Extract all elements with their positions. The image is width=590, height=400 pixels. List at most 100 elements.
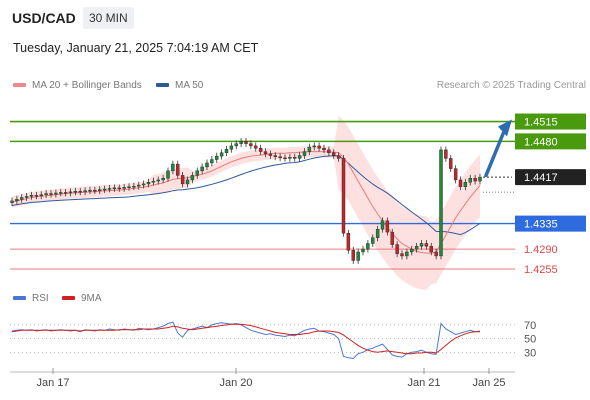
- candle-body: [439, 149, 443, 257]
- candle-body: [117, 187, 121, 190]
- candle-body: [200, 166, 204, 172]
- candle-body: [54, 192, 58, 195]
- legend-ma20-label: MA 20 + Bollinger Bands: [32, 80, 142, 91]
- rsi-swatch: [13, 296, 26, 301]
- candle-body: [307, 146, 312, 152]
- candle-body: [327, 149, 331, 153]
- x-tick-label-Jan 25: Jan 25: [472, 377, 505, 389]
- candle-body: [39, 194, 43, 197]
- candle-body: [151, 180, 156, 183]
- candle-body: [458, 179, 463, 187]
- candle-body: [59, 192, 63, 194]
- candle-body: [312, 145, 316, 148]
- candle-body: [254, 145, 258, 149]
- candle-body: [463, 182, 468, 187]
- candle-body: [297, 155, 302, 159]
- candle-body: [180, 175, 185, 185]
- legend-ma20: MA 20 + Bollinger Bands: [13, 80, 142, 91]
- candle-body: [317, 145, 321, 149]
- ma20-swatch: [13, 83, 26, 88]
- x-tick-label-Jan 20: Jan 20: [219, 377, 252, 389]
- candle-body: [44, 193, 48, 195]
- legend-rsi-label: RSI: [32, 293, 49, 304]
- candle-body: [302, 151, 307, 156]
- timestamp: Tuesday, January 21, 2025 7:04:19 AM CET: [13, 41, 259, 55]
- candle-body: [10, 200, 14, 203]
- candle-body: [49, 193, 53, 195]
- level-tag-1.4480: [515, 133, 586, 150]
- candle-body: [288, 157, 292, 159]
- candle-body: [351, 250, 355, 261]
- candle-body: [78, 191, 82, 193]
- rsi-tick-70: 70: [524, 320, 536, 332]
- level-label-1.4255: 1.4255: [524, 264, 558, 276]
- current-price-label: 1.4417: [524, 172, 558, 184]
- candle-body: [137, 184, 141, 187]
- candle-body: [83, 190, 87, 193]
- candle-body: [449, 158, 453, 169]
- candle-body: [176, 163, 180, 176]
- rsi-tick-30: 30: [524, 347, 536, 359]
- candle-body: [190, 175, 195, 181]
- candle-body: [322, 147, 326, 151]
- legend-9ma: 9MA: [62, 293, 102, 304]
- candle-body: [195, 170, 199, 176]
- candle-body: [390, 231, 394, 245]
- copyright-notice: Research © 2025 Trading Central: [436, 80, 586, 91]
- candle-body: [239, 141, 243, 144]
- candle-body: [478, 176, 482, 182]
- candle-body: [98, 189, 102, 191]
- timeframe-badge[interactable]: 30 MIN: [83, 7, 134, 29]
- candle-body: [107, 188, 112, 190]
- candle-body: [283, 157, 287, 160]
- level-label-1.4480: 1.4480: [524, 136, 558, 148]
- candle-body: [346, 233, 351, 251]
- candle-body: [444, 149, 448, 159]
- candle-body: [15, 199, 19, 202]
- candle-body: [156, 179, 160, 182]
- candle-body: [68, 191, 73, 194]
- rsi-tick-50: 50: [524, 334, 536, 346]
- candle-body: [185, 179, 190, 185]
- candle-body: [219, 152, 224, 157]
- candle-body: [395, 244, 399, 254]
- nine-ma-line: [11, 323, 480, 355]
- candle-body: [473, 178, 477, 182]
- legend-9ma-label: 9MA: [81, 293, 102, 304]
- candle-body: [375, 229, 380, 238]
- candle-body: [410, 248, 414, 253]
- candle-body: [141, 183, 146, 186]
- legend-rsi: RSI: [13, 293, 49, 304]
- candle-body: [171, 163, 175, 172]
- candle-body: [88, 189, 92, 192]
- ma50-swatch: [156, 83, 169, 88]
- candle-body: [263, 151, 268, 155]
- forecast-arrow-shaft: [484, 129, 506, 178]
- legend-ma50-label: MA 50: [175, 80, 204, 91]
- candle-body: [205, 162, 209, 168]
- candle-body: [385, 220, 390, 233]
- candle-body: [93, 189, 97, 192]
- candle-body: [429, 246, 433, 253]
- candle-body: [249, 143, 253, 147]
- candle-body: [424, 243, 429, 247]
- bollinger-band: [12, 115, 480, 291]
- rsi-line: [11, 321, 481, 360]
- candle-body: [215, 155, 219, 160]
- current-price-tag: [515, 169, 586, 186]
- candle-body: [405, 251, 409, 257]
- candle-body: [29, 195, 34, 197]
- candle-body: [336, 155, 341, 159]
- candle-body: [210, 159, 214, 164]
- candle-body: [273, 155, 277, 157]
- candle-body: [20, 197, 24, 200]
- candle-body: [234, 143, 238, 147]
- candle-body: [366, 243, 370, 250]
- legend-ma50: MA 50: [156, 80, 203, 91]
- candle-body: [122, 187, 126, 189]
- candle-body: [332, 152, 336, 156]
- currency-pair-title: USD/CAD: [12, 10, 76, 26]
- candle-body: [361, 248, 365, 253]
